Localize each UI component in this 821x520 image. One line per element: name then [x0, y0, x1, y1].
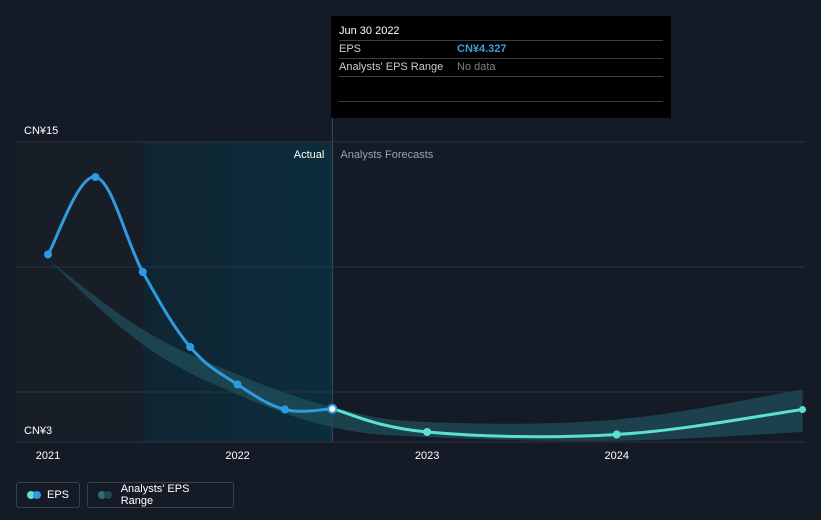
legend-range-swatch-icon [98, 491, 114, 499]
eps-points-layer [44, 173, 807, 439]
eps-highlight-point [327, 403, 338, 414]
eps-point-forecast-1 [423, 428, 432, 436]
legend-range-label: Analysts' EPS Range [120, 483, 190, 507]
y-tick-label-1: CN¥3 [24, 425, 52, 437]
legend-eps-button[interactable]: EPS [16, 482, 80, 508]
eps-point-actual-3 [186, 343, 195, 351]
x-tick-label-0: 2021 [36, 450, 60, 462]
x-tick-label-3: 2024 [604, 450, 628, 462]
x-tick-label-2: 2023 [415, 450, 439, 462]
tooltip-range-label: Analysts' EPS Range [339, 61, 444, 73]
legend-eps-label: EPS [46, 489, 69, 501]
forecast-section-label: Analysts Forecasts [340, 149, 433, 161]
tooltip: Jun 30 2022 EPS CN¥4.327 Analysts' EPS R… [331, 16, 671, 118]
axis-labels-layer: CN¥15 CN¥3 2021 2022 2023 2024 Actual Analysts … [24, 125, 629, 462]
tooltip-spacer [339, 77, 663, 102]
actual-region [142, 142, 333, 442]
eps-point-actual-4 [233, 380, 242, 389]
eps-point-forecast-2 [612, 430, 621, 439]
eps-line-forecast [330, 407, 805, 439]
tooltip-range-row: Analysts' EPS Range No data [339, 59, 663, 77]
legend-eps-swatch-icon [27, 491, 41, 499]
eps-point-forecast-3 [799, 406, 807, 413]
x-tick-label-1: 2022 [225, 450, 249, 462]
eps-point-actual-2 [138, 268, 147, 276]
gridlines [16, 141, 805, 443]
tooltip-eps-value: CN¥4.327 [457, 43, 507, 55]
tooltip-date: Jun 30 2022 [339, 22, 663, 41]
tooltip-eps-row: EPS CN¥4.327 [339, 41, 663, 59]
eps-point-actual-1 [91, 173, 100, 181]
tooltip-range-value: No data [457, 61, 496, 73]
eps-point-actual-0 [44, 250, 52, 259]
y-tick-label-0: CN¥15 [24, 125, 58, 137]
actual-section-label: Actual [294, 149, 325, 161]
eps-chart: CN¥15 CN¥3 2021 2022 2023 2024 Actual Analysts … [16, 118, 807, 462]
eps-point-actual-5 [280, 405, 289, 414]
tooltip-eps-label: EPS [339, 43, 362, 55]
legend-range-button[interactable]: Analysts' EPS Range [87, 482, 234, 508]
